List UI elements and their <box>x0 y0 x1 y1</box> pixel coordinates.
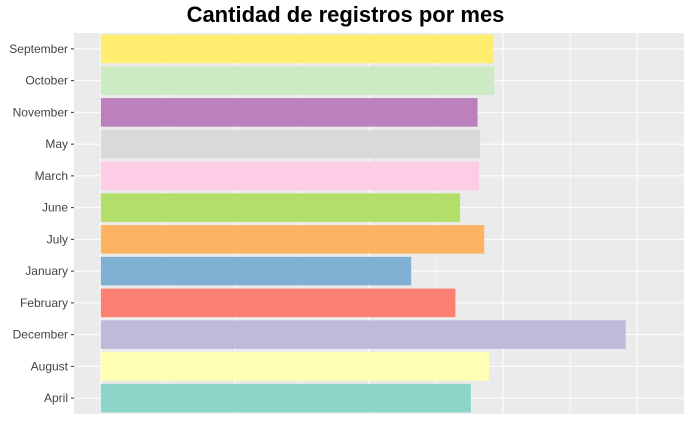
bar-october <box>100 66 495 95</box>
bar-may <box>100 129 481 159</box>
bar-november <box>100 98 478 127</box>
bar-march <box>100 161 479 191</box>
y-tick-label-august: August <box>31 359 69 373</box>
y-tick-label-january: January <box>25 264 68 278</box>
y-tick-label-june: June <box>42 201 68 215</box>
bar-july <box>100 225 485 254</box>
y-tick-label-march: March <box>35 169 68 183</box>
bar-june <box>100 193 461 222</box>
y-tick-label-november: November <box>13 105 68 119</box>
bar-august <box>100 352 489 381</box>
y-tick-label-october: October <box>25 74 68 88</box>
y-tick-label-may: May <box>45 137 68 151</box>
bar-february <box>100 288 456 318</box>
bar-december <box>100 320 626 349</box>
chart-title: Cantidad de registros por mes <box>186 2 505 27</box>
plot-panel <box>74 33 684 414</box>
y-tick-layer: September October November May March June July… <box>9 42 74 405</box>
y-tick-label-september: September <box>9 42 68 56</box>
bar-layer <box>100 34 626 413</box>
bar-april <box>100 383 471 413</box>
y-tick-label-april: April <box>44 391 68 405</box>
bar-january <box>100 256 412 286</box>
y-tick-label-july: July <box>47 232 68 246</box>
y-tick-label-february: February <box>20 296 68 310</box>
bar-september <box>100 34 493 64</box>
y-tick-label-december: December <box>13 328 68 342</box>
